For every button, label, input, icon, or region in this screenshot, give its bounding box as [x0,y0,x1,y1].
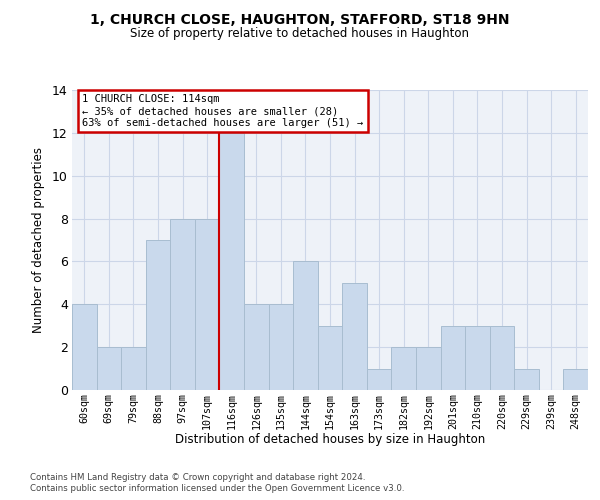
Bar [391,347,416,390]
Bar [269,304,293,390]
Y-axis label: Number of detached properties: Number of detached properties [32,147,45,333]
Bar [440,326,465,390]
Text: Contains HM Land Registry data © Crown copyright and database right 2024.: Contains HM Land Registry data © Crown c… [30,472,365,482]
Bar [170,218,195,390]
Bar [293,262,318,390]
Bar [318,326,342,390]
Bar [490,326,514,390]
Text: Size of property relative to detached houses in Haughton: Size of property relative to detached ho… [131,28,470,40]
Bar [367,368,391,390]
Bar [244,304,269,390]
Bar [514,368,539,390]
Bar [195,218,220,390]
Bar [97,347,121,390]
Bar [563,368,588,390]
Bar [72,304,97,390]
Text: Distribution of detached houses by size in Haughton: Distribution of detached houses by size … [175,432,485,446]
Bar [121,347,146,390]
Text: Contains public sector information licensed under the Open Government Licence v3: Contains public sector information licen… [30,484,404,493]
Text: 1 CHURCH CLOSE: 114sqm
← 35% of detached houses are smaller (28)
63% of semi-det: 1 CHURCH CLOSE: 114sqm ← 35% of detached… [82,94,364,128]
Bar [220,133,244,390]
Bar [146,240,170,390]
Bar [465,326,490,390]
Text: 1, CHURCH CLOSE, HAUGHTON, STAFFORD, ST18 9HN: 1, CHURCH CLOSE, HAUGHTON, STAFFORD, ST1… [90,12,510,26]
Bar [416,347,440,390]
Bar [342,283,367,390]
